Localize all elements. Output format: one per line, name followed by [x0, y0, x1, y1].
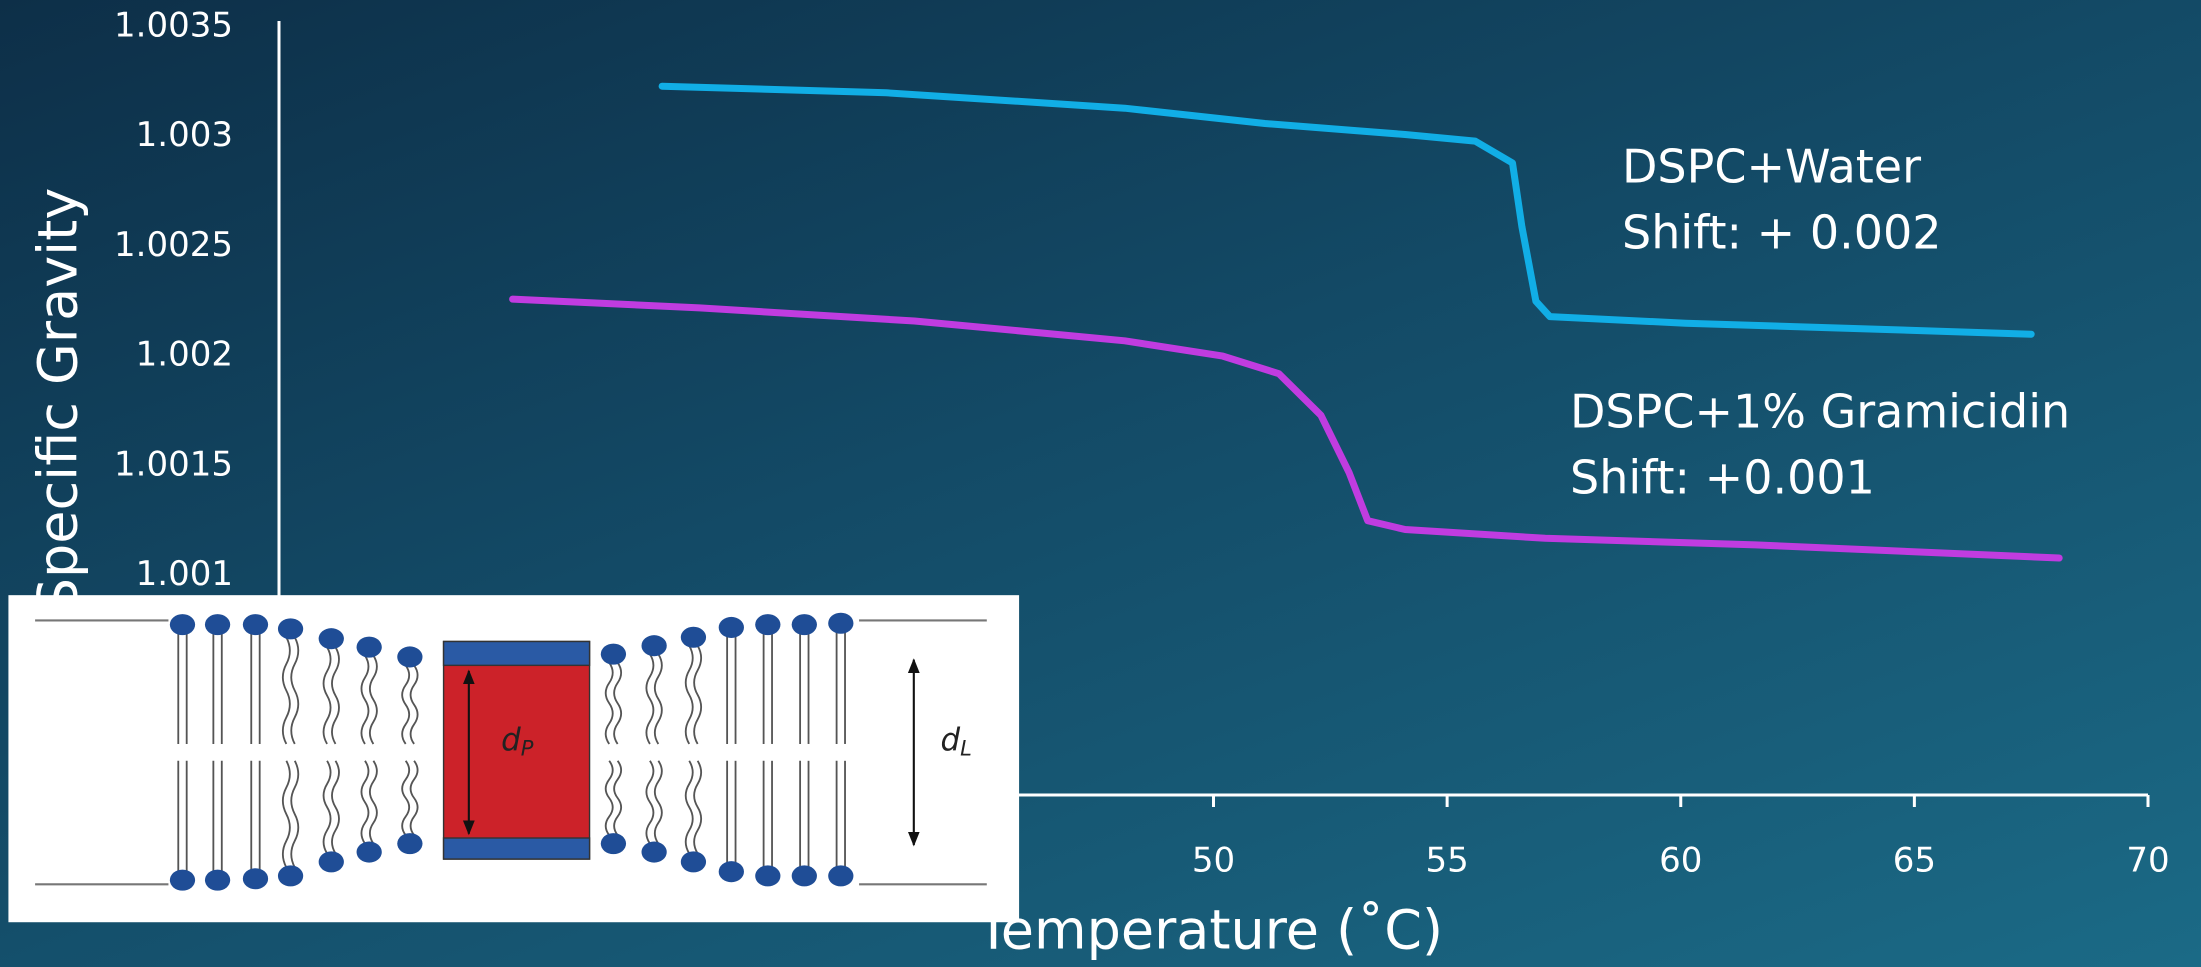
- lipid-head: [828, 865, 854, 887]
- lipid-tail: [645, 760, 655, 845]
- lipid-head: [791, 865, 817, 887]
- lipid-tail: [368, 655, 378, 745]
- lipid-head: [600, 643, 627, 665]
- lipid-tail: [684, 645, 694, 745]
- dp-label: dP: [501, 722, 534, 761]
- lipid-head: [169, 869, 196, 891]
- protein-band: [442, 640, 591, 667]
- lipid-tail: [409, 760, 419, 836]
- lipid-tail: [281, 760, 291, 868]
- lipid-tail: [653, 653, 663, 745]
- y-tick-label: 1.0025: [114, 225, 233, 265]
- lipid-head: [680, 851, 707, 873]
- y-tick-label: 1.0035: [114, 6, 233, 46]
- protein-band: [442, 837, 591, 860]
- series-label: DSPC+1% Gramicidin: [1570, 385, 2070, 439]
- lipid-tail: [331, 646, 340, 745]
- series-label: DSPC+Water: [1622, 140, 1921, 194]
- lipid-head: [204, 869, 231, 891]
- lipid-tail: [604, 760, 614, 836]
- lipid-tail: [331, 760, 340, 854]
- lipid-tail: [368, 760, 378, 845]
- lipid-head: [169, 614, 196, 636]
- lipid-tail: [401, 664, 411, 745]
- lipid-tail: [693, 645, 703, 745]
- label-main: d: [501, 722, 521, 758]
- x-tick-label: 60: [1659, 841, 1702, 881]
- lipid-head: [755, 865, 781, 887]
- lipid-tail: [360, 760, 370, 845]
- lipid-tail: [613, 760, 623, 836]
- lipid-head: [397, 646, 423, 668]
- lipid-head: [356, 841, 382, 863]
- lipid-tail: [322, 760, 332, 854]
- lipid-head: [718, 861, 744, 883]
- plot-area: 1.001 1.0015 1.002 1.0025 1.003 1.0035 50 55 60 6…: [27, 6, 2170, 962]
- lipid-tail: [653, 760, 663, 845]
- lipid-tail: [604, 662, 614, 745]
- label-sub: L: [960, 736, 972, 761]
- lipid-head: [828, 612, 854, 634]
- lipid-tail: [645, 653, 655, 745]
- lipid-tail: [360, 655, 370, 745]
- membrane-inset: dP dL: [8, 595, 1020, 923]
- label-sub: P: [521, 736, 534, 761]
- dl-label: dL: [940, 722, 971, 761]
- lipid-tail: [684, 760, 694, 854]
- x-axis-title: Temperature (˚C): [976, 899, 1443, 962]
- lipid-tail: [401, 760, 411, 836]
- lipid-head: [277, 618, 304, 640]
- lipid-head: [755, 614, 781, 636]
- lipid-head: [318, 851, 344, 873]
- series-line: [658, 82, 2035, 338]
- lipid-tail: [290, 760, 300, 868]
- lipid-head: [277, 865, 304, 887]
- x-tick-label: 55: [1425, 841, 1468, 881]
- lipid-head: [680, 626, 707, 648]
- lipid-head: [641, 635, 667, 657]
- lipid-tail: [613, 662, 623, 745]
- x-tick-label: 70: [2126, 841, 2169, 881]
- y-tick-label: 1.0015: [114, 444, 233, 484]
- lipid-head: [242, 614, 269, 636]
- x-tick-label: 65: [1893, 841, 1936, 881]
- lipids: [169, 612, 854, 891]
- y-tick-label: 1.002: [136, 335, 233, 375]
- lipid-tail: [290, 636, 300, 745]
- lipid-head: [397, 833, 423, 855]
- lipid-head: [718, 616, 744, 638]
- lipid-tail: [322, 646, 332, 745]
- annotation: Shift: + 0.002: [1622, 206, 1942, 260]
- lipid-head: [600, 833, 627, 855]
- lipid-head: [318, 628, 344, 650]
- lipid-head: [356, 636, 382, 658]
- annotation: Shift: +0.001: [1570, 451, 1875, 505]
- series-line: [509, 295, 2063, 562]
- y-axis-title: Specific Gravity: [27, 188, 90, 613]
- lipid-tail: [409, 664, 419, 745]
- y-tick-label: 1.001: [136, 554, 233, 594]
- lipid-head: [242, 868, 269, 890]
- lipid-head: [641, 841, 667, 863]
- label-main: d: [940, 722, 960, 758]
- x-tick-label: 50: [1192, 841, 1235, 881]
- lipid-head: [204, 614, 231, 636]
- y-tick-label: 1.003: [136, 115, 233, 155]
- lipid-tail: [281, 636, 291, 745]
- lipid-head: [791, 614, 817, 636]
- lipid-tail: [693, 760, 703, 854]
